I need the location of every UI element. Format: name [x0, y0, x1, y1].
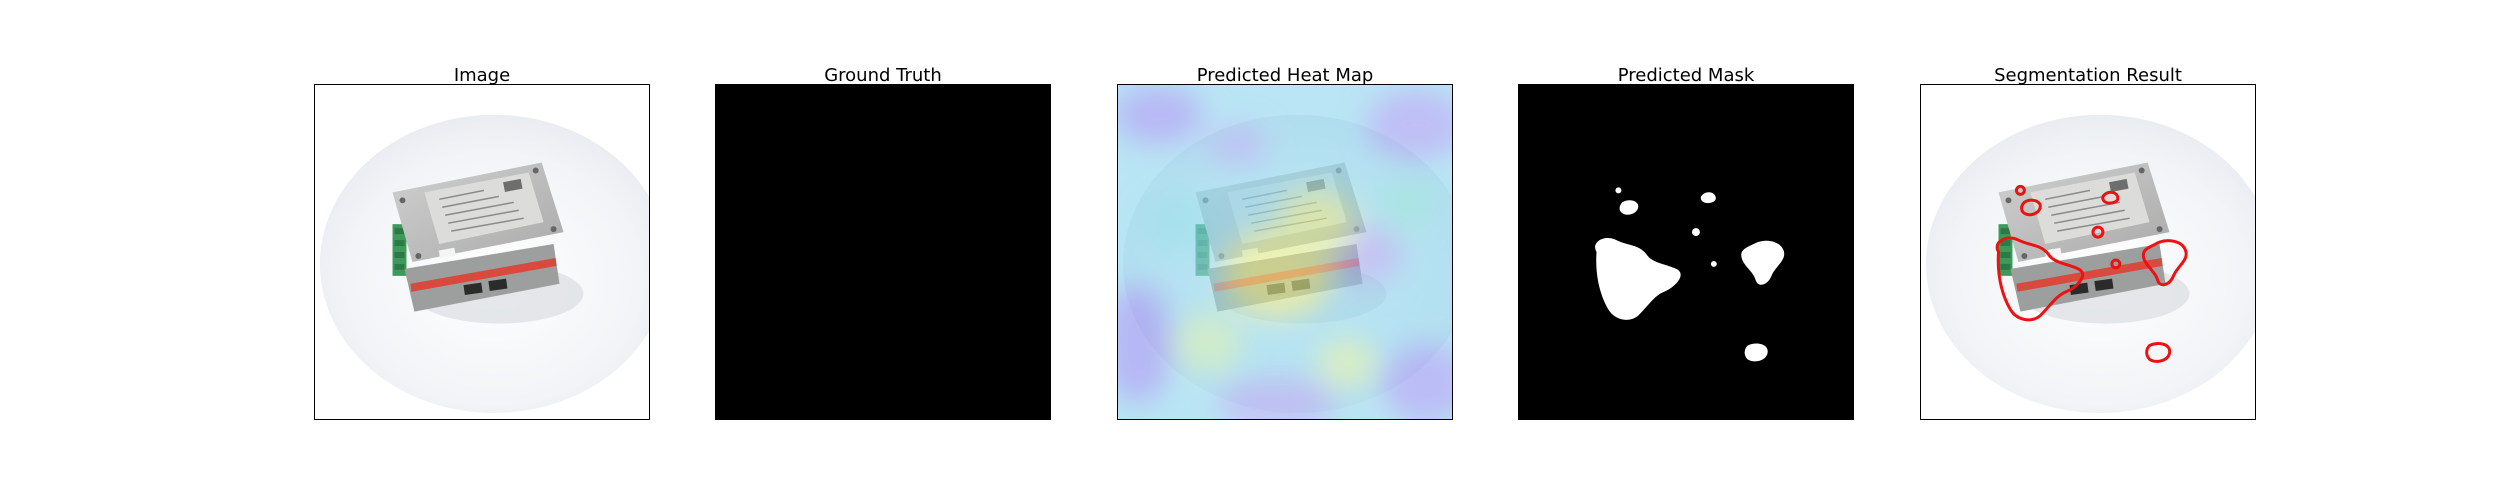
input-image [315, 85, 649, 419]
panel-title: Image [453, 65, 511, 86]
panel-title: Predicted Heat Map [1196, 65, 1374, 86]
segmentation-overlay [1921, 85, 2255, 419]
heatmap-frame [1117, 84, 1453, 420]
image-frame [314, 84, 650, 420]
panel-title: Ground Truth [824, 65, 942, 86]
heatmap-image [1118, 85, 1452, 419]
mask-frame [1518, 84, 1854, 420]
panel-title: Predicted Mask [1617, 65, 1755, 86]
ground-truth-mask [716, 85, 1050, 419]
panel-title: Segmentation Result [1994, 65, 2182, 86]
predicted-mask [1519, 85, 1853, 419]
anomaly-contours [1995, 184, 2188, 363]
ground-truth-frame [715, 84, 1051, 420]
segmentation-frame [1920, 84, 2256, 420]
